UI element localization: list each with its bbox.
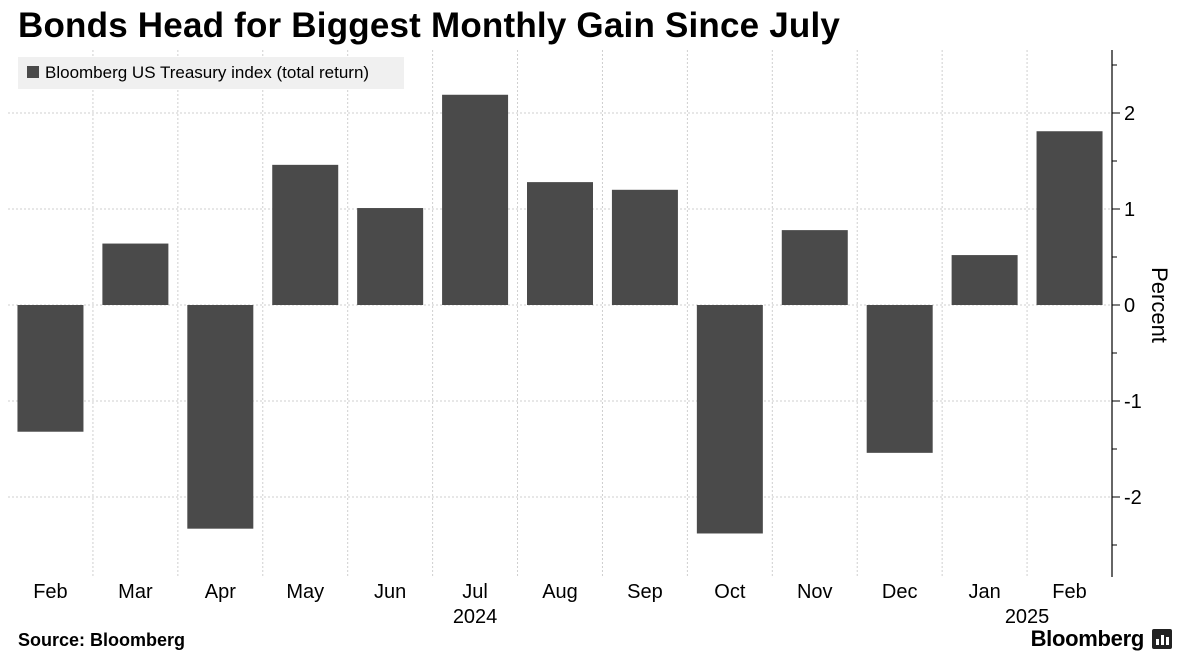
bar (187, 305, 254, 529)
bar (1036, 131, 1103, 305)
x-tick-label: Apr (205, 581, 236, 603)
chart-title: Bonds Head for Biggest Monthly Gain Sinc… (18, 6, 841, 45)
x-tick-label: Jan (968, 581, 1000, 603)
x-tick-label: Mar (118, 581, 153, 603)
legend-box (18, 57, 404, 89)
bloomberg-logo: Bloomberg (1031, 626, 1172, 652)
x-tick-label: Dec (882, 581, 918, 603)
x-year-label: 2025 (1005, 606, 1050, 628)
legend-swatch (27, 66, 39, 78)
bar (17, 305, 84, 432)
bar (611, 189, 678, 305)
bar (781, 230, 848, 305)
y-tick-label: 2 (1124, 103, 1135, 125)
bar (102, 243, 169, 305)
bar (527, 182, 593, 305)
bar (357, 208, 424, 305)
x-tick-label: Aug (542, 581, 578, 603)
x-tick-label: Jun (374, 581, 406, 603)
x-tick-label: Jul (462, 581, 488, 603)
x-axis: Feb Mar Apr May Jun Jul Aug Sep Oct Nov Dec Jan Feb2… (33, 581, 1087, 628)
legend: Bloomberg US Treasury index (total retur… (18, 57, 404, 89)
x-tick-label: Nov (797, 581, 833, 603)
bar (951, 255, 1018, 305)
x-tick-label: Feb (33, 581, 67, 603)
y-tick-label: -1 (1124, 391, 1142, 413)
x-tick-label: May (286, 581, 324, 603)
x-tick-label: Oct (714, 581, 746, 603)
source-note: Source: Bloomberg (18, 630, 186, 650)
x-tick-label: Sep (627, 581, 663, 603)
y-axis-label: Percent (1147, 267, 1172, 343)
legend-label: Bloomberg US Treasury index (total retur… (45, 63, 369, 82)
bars (17, 94, 1103, 534)
y-tick-label: -2 (1124, 487, 1142, 509)
bar (272, 164, 339, 305)
bloomberg-terminal-icon (1152, 629, 1172, 649)
y-axis: -2 -1 0 1 2 Percent (1111, 50, 1172, 577)
x-year-label: 2024 (453, 606, 498, 628)
bar (696, 305, 763, 534)
bar (866, 305, 933, 453)
grid-lines (8, 50, 1112, 577)
bar (442, 94, 509, 305)
x-tick-label: Feb (1052, 581, 1086, 603)
y-tick-label: 1 (1124, 199, 1135, 221)
brand-name: Bloomberg (1030, 626, 1145, 651)
y-tick-label: 0 (1124, 295, 1135, 317)
